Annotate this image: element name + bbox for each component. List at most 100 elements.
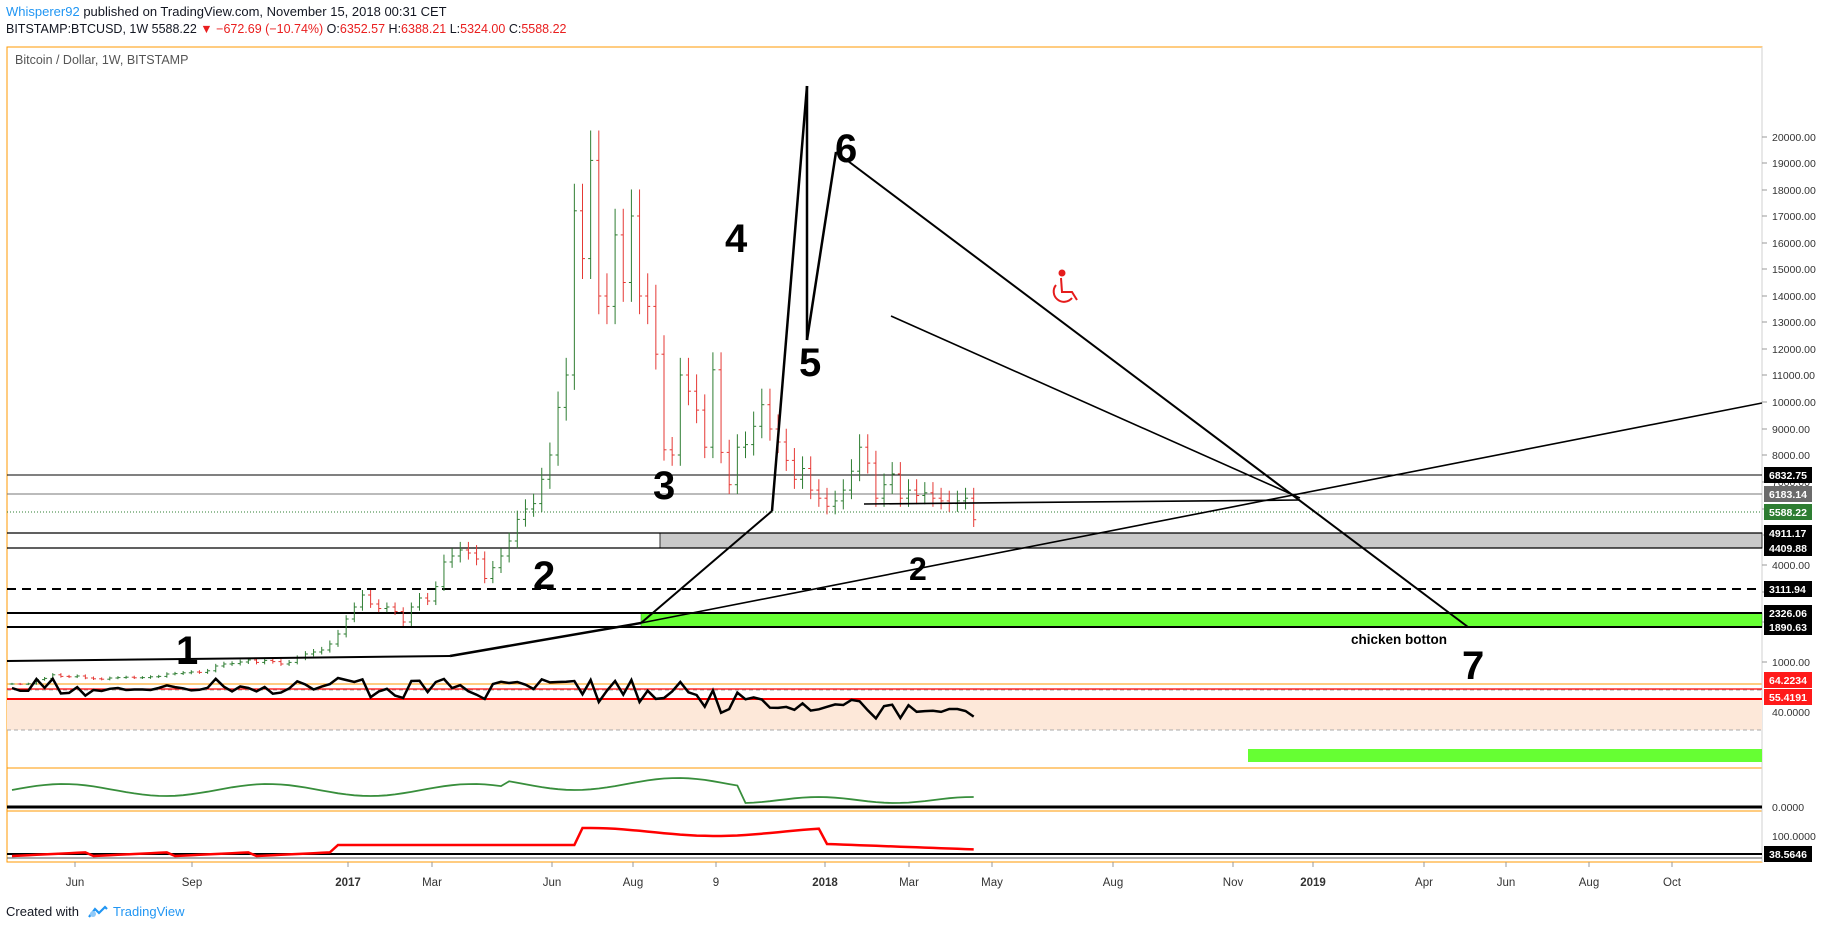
chart-title: Bitcoin / Dollar, 1W, BITSTAMP <box>15 53 188 67</box>
price-tags: 6832.75 6183.14 5588.22 4911.17 4409.88 3111.… <box>1764 467 1816 862</box>
annotation-6: 6 <box>835 127 857 171</box>
author-link[interactable]: Whisperer92 <box>6 4 80 19</box>
indicator-3-tag <box>1764 846 1812 862</box>
indicator-tick-label: 40.0000 <box>1772 707 1810 719</box>
close-label: C: <box>508 22 522 36</box>
price-tick-label: 12000.00 <box>1772 344 1816 356</box>
indicator-3-tag-label: 38.5646 <box>1769 849 1807 861</box>
time-tick-label: Jun <box>543 877 562 889</box>
price-tick-label: 11000.00 <box>1772 370 1815 382</box>
price-tick-label: 19000.00 <box>1772 158 1816 170</box>
price-tick-label: 9000.00 <box>1772 424 1810 436</box>
indicator-1-tag-label: 64.2234 <box>1769 675 1807 687</box>
price-tick-label: 14000.00 <box>1772 291 1816 303</box>
trendline-6-7 <box>835 151 1469 628</box>
price-tag-box <box>1764 540 1812 556</box>
time-tick-label: Nov <box>1223 877 1244 889</box>
indicator-tick-label: 0.0000 <box>1772 802 1804 814</box>
time-tick-label: May <box>981 877 1003 889</box>
price-tick-label: 13000.00 <box>1772 317 1816 329</box>
annotation-chicken-botton: chicken botton <box>1351 632 1447 647</box>
high-label: H: <box>388 22 402 36</box>
price-tick-label: 4000.00 <box>1772 560 1810 572</box>
annotation-1: 1 <box>176 629 198 673</box>
annotation-5: 5 <box>799 341 821 385</box>
indicator-2-line <box>11 777 974 804</box>
price-tag-box <box>1764 504 1812 520</box>
price-tag-label: 4409.88 <box>1769 543 1807 555</box>
time-tick-label: Aug <box>1103 877 1123 889</box>
time-tick-label: 9 <box>713 877 719 889</box>
price-change: −672.69 (−10.74%) <box>216 22 324 36</box>
indicator-pane-2-frame <box>6 767 1763 812</box>
open-value: 6352.57 <box>339 22 386 36</box>
footer: Created with TradingView <box>6 904 185 919</box>
price-tag-box <box>1764 525 1812 541</box>
published-text: published on TradingView.com, November 1… <box>83 4 447 19</box>
indicator-2 <box>7 777 1762 809</box>
price-tag-box <box>1764 619 1812 635</box>
price-tag-label: 3111.94 <box>1769 584 1806 596</box>
annotation-4: 4 <box>725 217 748 261</box>
trendline-1-2 <box>449 621 642 658</box>
time-tick-label: Aug <box>1579 877 1599 889</box>
time-axis[interactable]: Jun Sep 2017 Mar Jun Aug 9 2018 Mar May Aug Nov 2019… <box>66 862 1682 889</box>
indicator-1-band <box>7 699 1762 730</box>
open-label: O: <box>326 22 340 36</box>
price-tick-label: 15000.00 <box>1772 264 1816 276</box>
annotation-3: 3 <box>653 464 675 508</box>
price-tag-label: 1890.63 <box>1769 622 1807 634</box>
tradingview-logo-icon <box>88 904 108 918</box>
indicator-3 <box>7 826 1762 859</box>
created-with-text: Created with <box>6 904 79 919</box>
publish-line: Whisperer92 published on TradingView.com… <box>6 4 447 19</box>
trendline-base <box>6 655 451 662</box>
indicator-1-tag <box>1764 672 1812 688</box>
annotation-2b: 2 <box>909 551 927 587</box>
tradingview-link[interactable]: TradingView <box>87 904 185 919</box>
price-tick-label: 10000.00 <box>1772 397 1816 409</box>
time-tick-label: 2018 <box>812 877 838 889</box>
time-tick-label: 2017 <box>335 877 361 889</box>
trendline-3-4 <box>770 85 809 512</box>
indicator-1-green-zone <box>1248 749 1762 762</box>
price-tag-label: 6183.14 <box>1769 489 1807 501</box>
price-tag-label: 5588.22 <box>1769 507 1807 519</box>
time-tick-label: Mar <box>899 877 919 889</box>
price-tick-label: 8000.00 <box>1772 450 1810 462</box>
price-tag-box <box>1764 581 1812 597</box>
time-tick-label: Oct <box>1663 877 1682 889</box>
trendline-5-6 <box>805 151 838 341</box>
green-zone <box>640 612 1763 628</box>
time-tick-label: 2019 <box>1300 877 1326 889</box>
trendline-long-rising <box>640 402 1763 624</box>
price-tick-label: 16000.00 <box>1772 238 1816 250</box>
indicator-1-tag <box>1764 689 1812 705</box>
trendline-support-flat <box>863 499 1301 505</box>
time-tick-label: Jun <box>66 877 85 889</box>
trendlines-layer <box>6 85 1763 662</box>
price-tag-label: 6832.75 <box>1769 470 1807 482</box>
indicator-1-line <box>11 676 975 721</box>
price-tick-label: 18000.00 <box>1772 185 1816 197</box>
tradingview-brand-text: TradingView <box>112 904 185 919</box>
annotations-layer: 1 2 3 4 5 6 2 7 chicken botton <box>176 127 1484 688</box>
time-tick-label: Aug <box>623 877 643 889</box>
low-label: L: <box>449 22 461 36</box>
price-tag-label: 4911.17 <box>1769 528 1807 540</box>
indicator-1 <box>7 676 1762 762</box>
price-tick-label: 1000.00 <box>1772 657 1810 669</box>
annotation-7: 7 <box>1462 644 1484 688</box>
time-tick-label: Apr <box>1415 877 1433 889</box>
price-tag-label: 2326.06 <box>1769 608 1807 620</box>
time-tick-label: Sep <box>182 877 202 889</box>
high-value: 6388.21 <box>401 22 447 36</box>
trendline-2-3 <box>640 510 773 624</box>
last-price: 5588.22 <box>151 22 197 36</box>
down-arrow-icon: ▼ <box>200 22 213 36</box>
price-tag-box <box>1764 467 1812 483</box>
indicator-tick-label: 100.0000 <box>1772 831 1816 843</box>
indicator-3-line <box>11 826 974 858</box>
gray-zone <box>659 532 1763 549</box>
close-value: 5588.22 <box>521 22 567 36</box>
